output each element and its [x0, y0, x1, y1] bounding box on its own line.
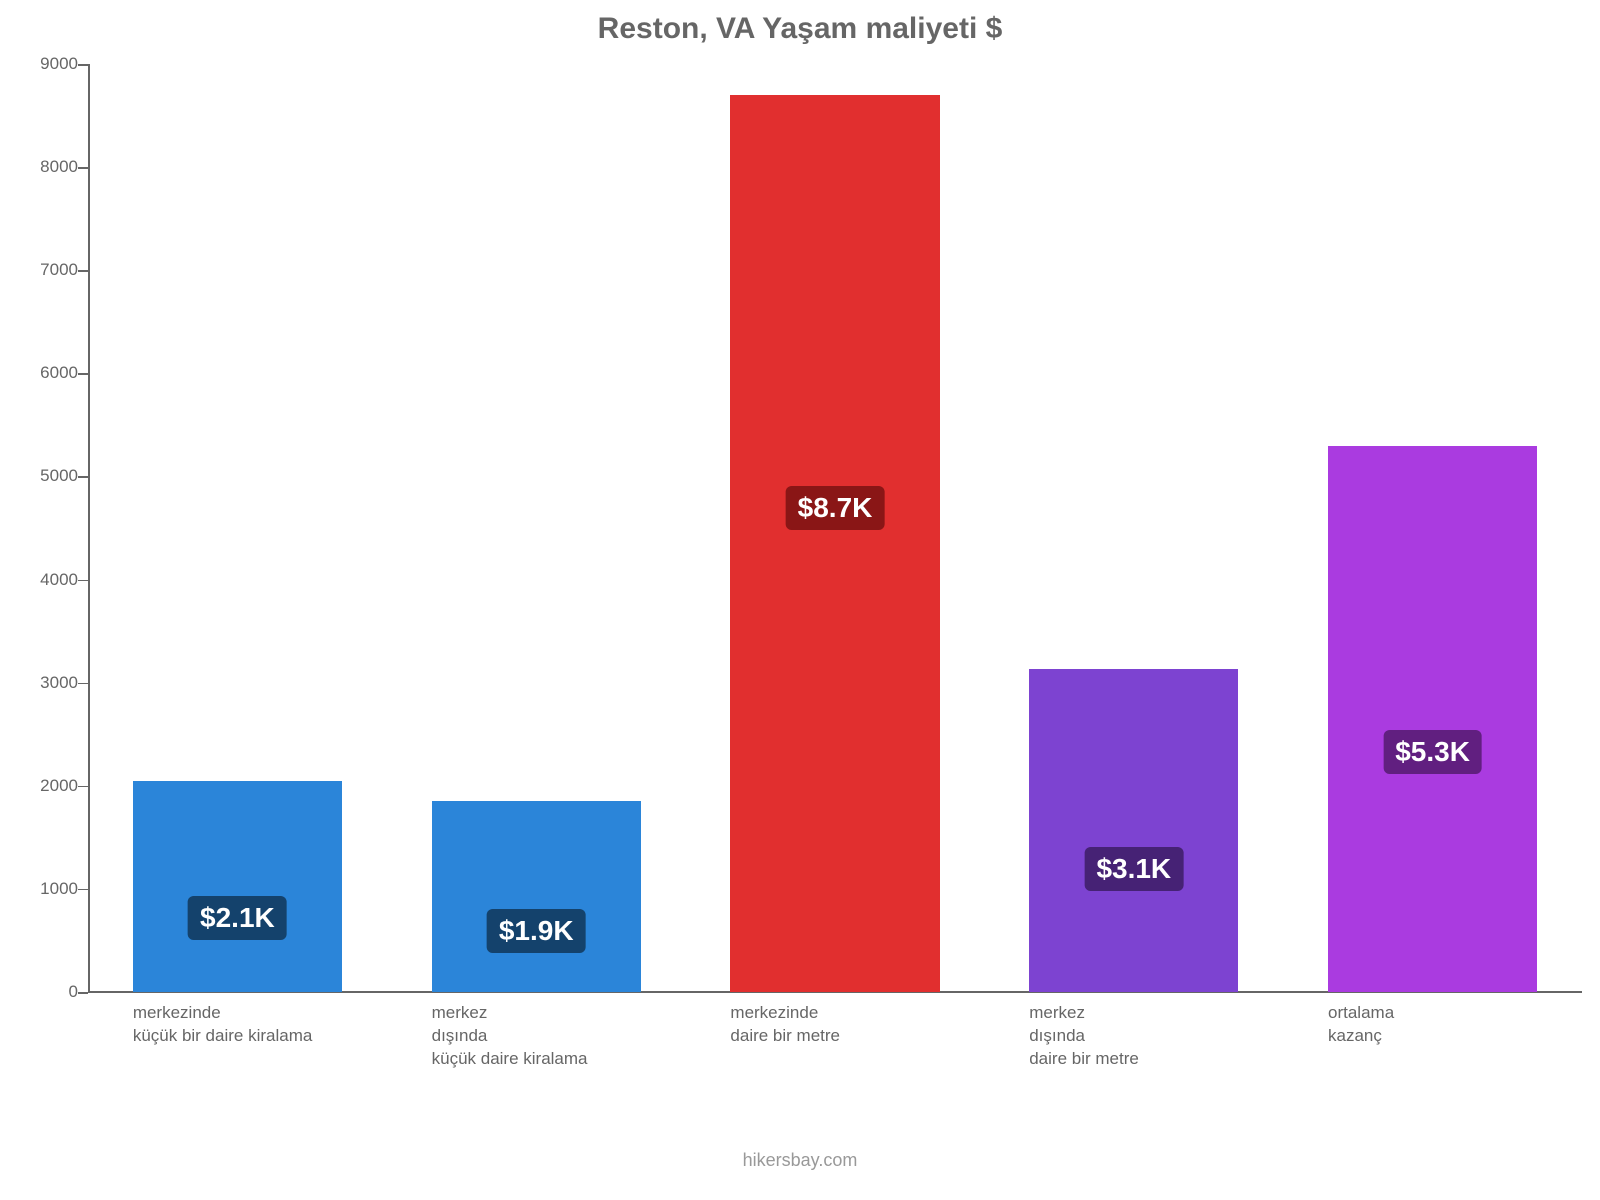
y-tick	[78, 167, 88, 169]
y-tick	[78, 683, 88, 685]
y-tick-label: 3000	[40, 673, 78, 693]
y-tick	[78, 373, 88, 375]
x-tick-label: merkezinde küçük bir daire kiralama	[133, 1002, 342, 1048]
bar	[133, 781, 342, 992]
bar	[1328, 446, 1537, 992]
y-tick-label: 9000	[40, 54, 78, 74]
bar	[432, 801, 641, 992]
y-tick-label: 1000	[40, 879, 78, 899]
bar-value-badge: $1.9K	[487, 909, 586, 953]
chart-title: Reston, VA Yaşam maliyeti $	[0, 12, 1600, 46]
y-tick-label: 8000	[40, 157, 78, 177]
y-tick-label: 4000	[40, 570, 78, 590]
bar-value-badge: $8.7K	[786, 486, 885, 530]
y-tick	[78, 270, 88, 272]
y-tick	[78, 580, 88, 582]
y-tick-label: 0	[69, 982, 78, 1002]
chart-container: Reston, VA Yaşam maliyeti $ 010002000300…	[0, 0, 1600, 1200]
y-tick-label: 2000	[40, 776, 78, 796]
y-tick	[78, 476, 88, 478]
y-tick	[78, 64, 88, 66]
x-tick-label: merkez dışında küçük daire kiralama	[432, 1002, 641, 1071]
y-tick-label: 7000	[40, 260, 78, 280]
x-tick-label: merkezinde daire bir metre	[730, 1002, 939, 1048]
chart-footer: hikersbay.com	[0, 1150, 1600, 1171]
bar-value-badge: $5.3K	[1383, 730, 1482, 774]
x-tick-label: ortalama kazanç	[1328, 1002, 1537, 1048]
y-tick	[78, 992, 88, 994]
y-tick-label: 6000	[40, 363, 78, 383]
y-tick	[78, 786, 88, 788]
plot-area: 0100020003000400050006000700080009000$2.…	[88, 64, 1582, 992]
bar-value-badge: $2.1K	[188, 896, 287, 940]
y-tick	[78, 889, 88, 891]
bar-value-badge: $3.1K	[1084, 847, 1183, 891]
bar	[730, 95, 939, 992]
y-axis-line	[88, 64, 90, 992]
bar	[1029, 669, 1238, 992]
y-tick-label: 5000	[40, 466, 78, 486]
x-tick-label: merkez dışında daire bir metre	[1029, 1002, 1238, 1071]
